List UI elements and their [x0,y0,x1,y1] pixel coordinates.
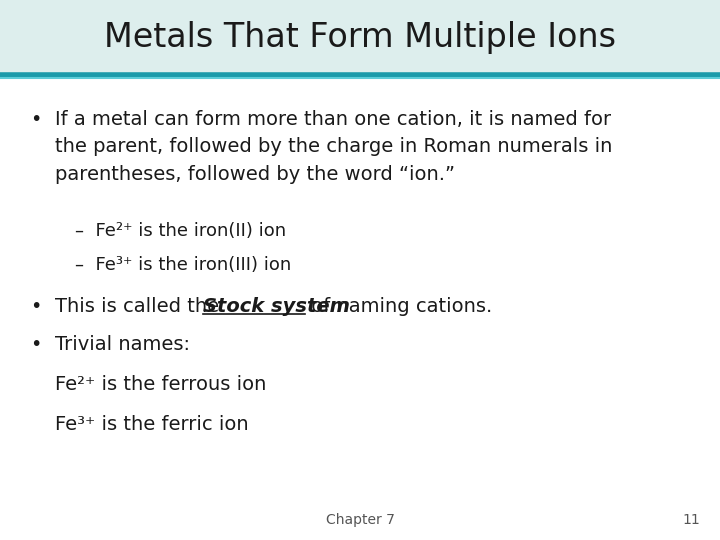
Text: Trivial names:: Trivial names: [55,335,190,354]
Text: Metals That Form Multiple Ions: Metals That Form Multiple Ions [104,21,616,54]
Text: Stock system: Stock system [203,297,350,316]
Text: 11: 11 [683,513,700,527]
Text: –  Fe³⁺ is the iron(III) ion: – Fe³⁺ is the iron(III) ion [75,256,292,274]
Text: •: • [30,110,41,129]
Text: •: • [30,297,41,316]
Text: –  Fe²⁺ is the iron(II) ion: – Fe²⁺ is the iron(II) ion [75,222,286,240]
Text: Fe²⁺ is the ferrous ion: Fe²⁺ is the ferrous ion [55,375,266,394]
Text: of naming cations.: of naming cations. [305,297,492,316]
Text: Chapter 7: Chapter 7 [325,513,395,527]
Text: If a metal can form more than one cation, it is named for
the parent, followed b: If a metal can form more than one cation… [55,110,613,184]
Text: Fe³⁺ is the ferric ion: Fe³⁺ is the ferric ion [55,415,248,434]
Text: •: • [30,335,41,354]
Text: This is called the: This is called the [55,297,225,316]
